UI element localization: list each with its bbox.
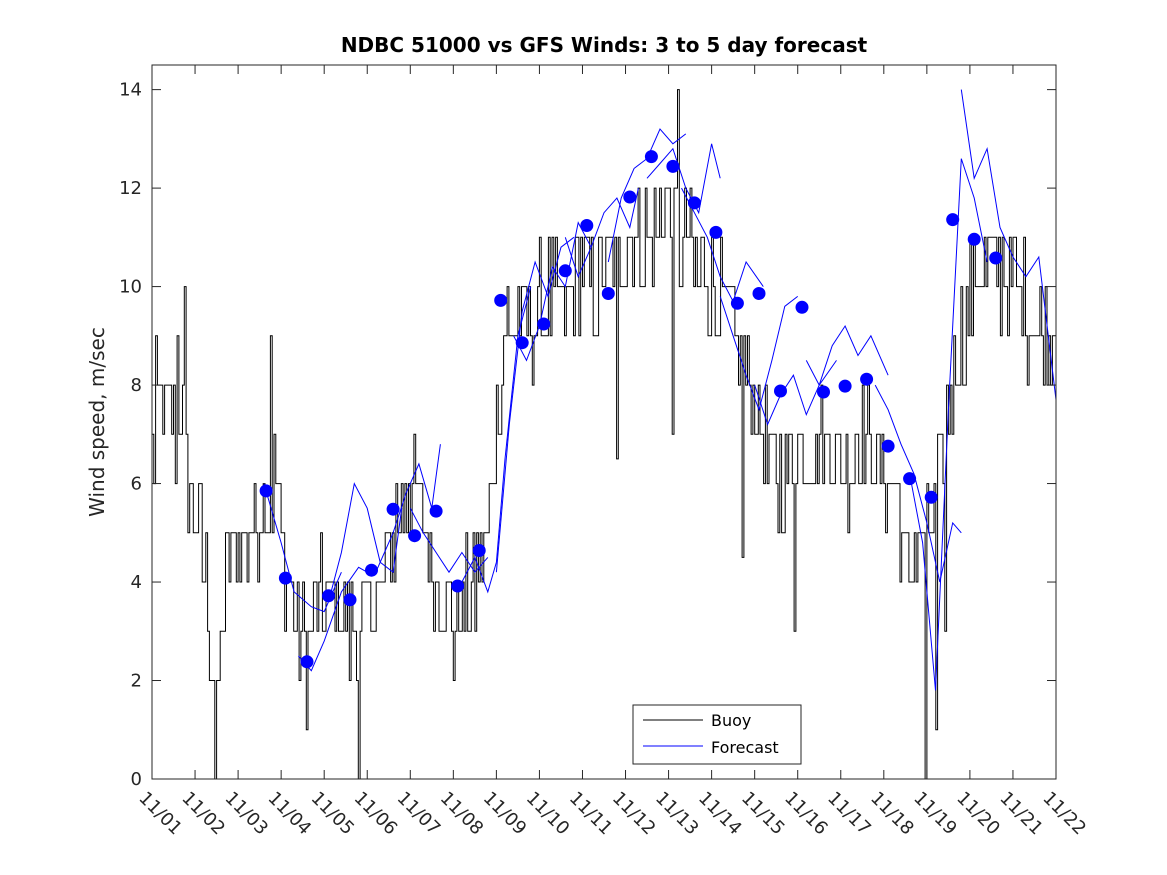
forecast-point-28: [838, 379, 852, 393]
y-axis: 0 2 4 6 8 10 12 14: [119, 80, 1056, 790]
x-tick-label-9: 11/10: [522, 788, 574, 840]
forecast-point-26: [795, 300, 809, 314]
x-tick-label-7: 11/08: [436, 788, 488, 840]
forecast-point-33: [946, 213, 960, 227]
legend: Buoy Forecast: [632, 704, 802, 765]
forecast-run-17: [909, 158, 988, 691]
x-tick-label-16: 11/17: [823, 788, 875, 840]
forecast-point-6: [365, 563, 378, 577]
forecast-run-11: [646, 143, 721, 215]
forecast-run-13: [719, 296, 799, 412]
forecast-run-6: [461, 286, 532, 594]
forecast-point-29: [860, 372, 874, 386]
x-tick-label-10: 11/11: [565, 788, 617, 840]
forecast-point-3: [300, 655, 314, 669]
y-tick-label-0: 0: [131, 769, 142, 790]
x-tick-label-3: 11/04: [264, 788, 316, 840]
forecast-point-31: [903, 472, 917, 486]
legend-forecast-label: Forecast: [711, 738, 779, 757]
x-tick-label-17: 11/18: [866, 788, 918, 840]
forecast-point-4: [322, 589, 335, 603]
forecast-points: [259, 150, 1003, 669]
chart-title: NDBC 51000 vs GFS Winds: 3 to 5 day fore…: [341, 33, 868, 57]
x-tick-label-6: 11/07: [393, 788, 445, 840]
x-tick-label-12: 11/13: [651, 788, 703, 840]
x-tick-label-13: 11/14: [694, 788, 746, 840]
forecast-point-32: [924, 490, 938, 504]
forecast-series: [263, 89, 1057, 691]
legend-box: [632, 704, 802, 765]
forecast-point-30: [881, 439, 895, 453]
forecast-run-15: [805, 324, 889, 387]
forecast-point-14: [537, 317, 551, 331]
forecast-run-3: [328, 482, 403, 602]
forecast-point-27: [817, 385, 830, 399]
forecast-run-12: [681, 187, 764, 303]
forecast-point-23: [730, 296, 744, 310]
x-tick-label-11: 11/12: [608, 788, 660, 840]
forecast-point-1: [259, 484, 273, 498]
forecast-point-18: [623, 190, 637, 204]
forecast-point-8: [408, 529, 422, 543]
y-tick-label-14: 14: [119, 80, 142, 101]
x-tick-label-15: 11/16: [780, 788, 832, 840]
buoy-line: [152, 89, 1057, 780]
forecast-point-11: [472, 544, 486, 557]
forecast-run-9: [564, 187, 639, 279]
x-tick-label-1: 11/02: [178, 788, 230, 840]
x-tick-label-14: 11/15: [737, 788, 789, 840]
y-tick-label-10: 10: [119, 277, 142, 298]
forecast-run-16: [874, 384, 962, 583]
plot-area-border: [151, 64, 1057, 780]
y-axis-label: Wind speed, m/sec: [85, 327, 109, 517]
forecast-point-5: [343, 593, 357, 607]
forecast-point-12: [494, 293, 508, 307]
x-tick-label-20: 11/21: [995, 788, 1047, 840]
x-tick-label-0: 11/01: [134, 788, 186, 840]
x-tick-label-4: 11/05: [307, 788, 359, 840]
plot-area-background: [152, 65, 1056, 779]
legend-buoy-label: Buoy: [711, 711, 751, 730]
forecast-point-25: [774, 384, 787, 398]
y-tick-label-6: 6: [131, 474, 142, 495]
forecast-point-10: [451, 579, 465, 593]
forecast-point-17: [601, 287, 615, 300]
forecast-run-8: [513, 221, 592, 362]
forecast-run-2: [298, 566, 368, 672]
x-tick-label-8: 11/09: [479, 788, 531, 840]
forecast-point-21: [687, 196, 701, 210]
forecast-run-7: [495, 236, 575, 573]
forecast-point-7: [386, 502, 400, 516]
forecast-point-35: [989, 251, 1003, 265]
forecast-point-24: [752, 287, 766, 300]
forecast-point-34: [967, 232, 981, 246]
x-tick-label-21: 11/22: [1038, 788, 1090, 840]
buoy-series: [152, 89, 1057, 780]
y-tick-label-4: 4: [131, 572, 142, 593]
forecast-point-2: [278, 571, 292, 585]
forecast-point-19: [644, 150, 658, 164]
y-tick-label-12: 12: [119, 178, 142, 199]
forecast-point-9: [429, 504, 443, 518]
forecast-run-1: [263, 483, 342, 613]
y-tick-label-2: 2: [131, 671, 142, 692]
forecast-point-20: [666, 159, 680, 173]
x-tick-label-19: 11/20: [952, 788, 1004, 840]
forecast-point-16: [580, 219, 594, 232]
forecast-run-5: [409, 507, 489, 574]
forecast-run-18: [960, 89, 1057, 400]
x-tick-label-5: 11/06: [350, 788, 402, 840]
y-tick-label-8: 8: [131, 375, 142, 396]
forecast-point-15: [558, 264, 572, 278]
forecast-point-22: [709, 225, 723, 239]
forecast-run-4: [375, 444, 441, 573]
x-tick-label-18: 11/19: [909, 788, 961, 840]
forecast-point-13: [515, 336, 529, 350]
x-tick-label-2: 11/03: [221, 788, 273, 840]
